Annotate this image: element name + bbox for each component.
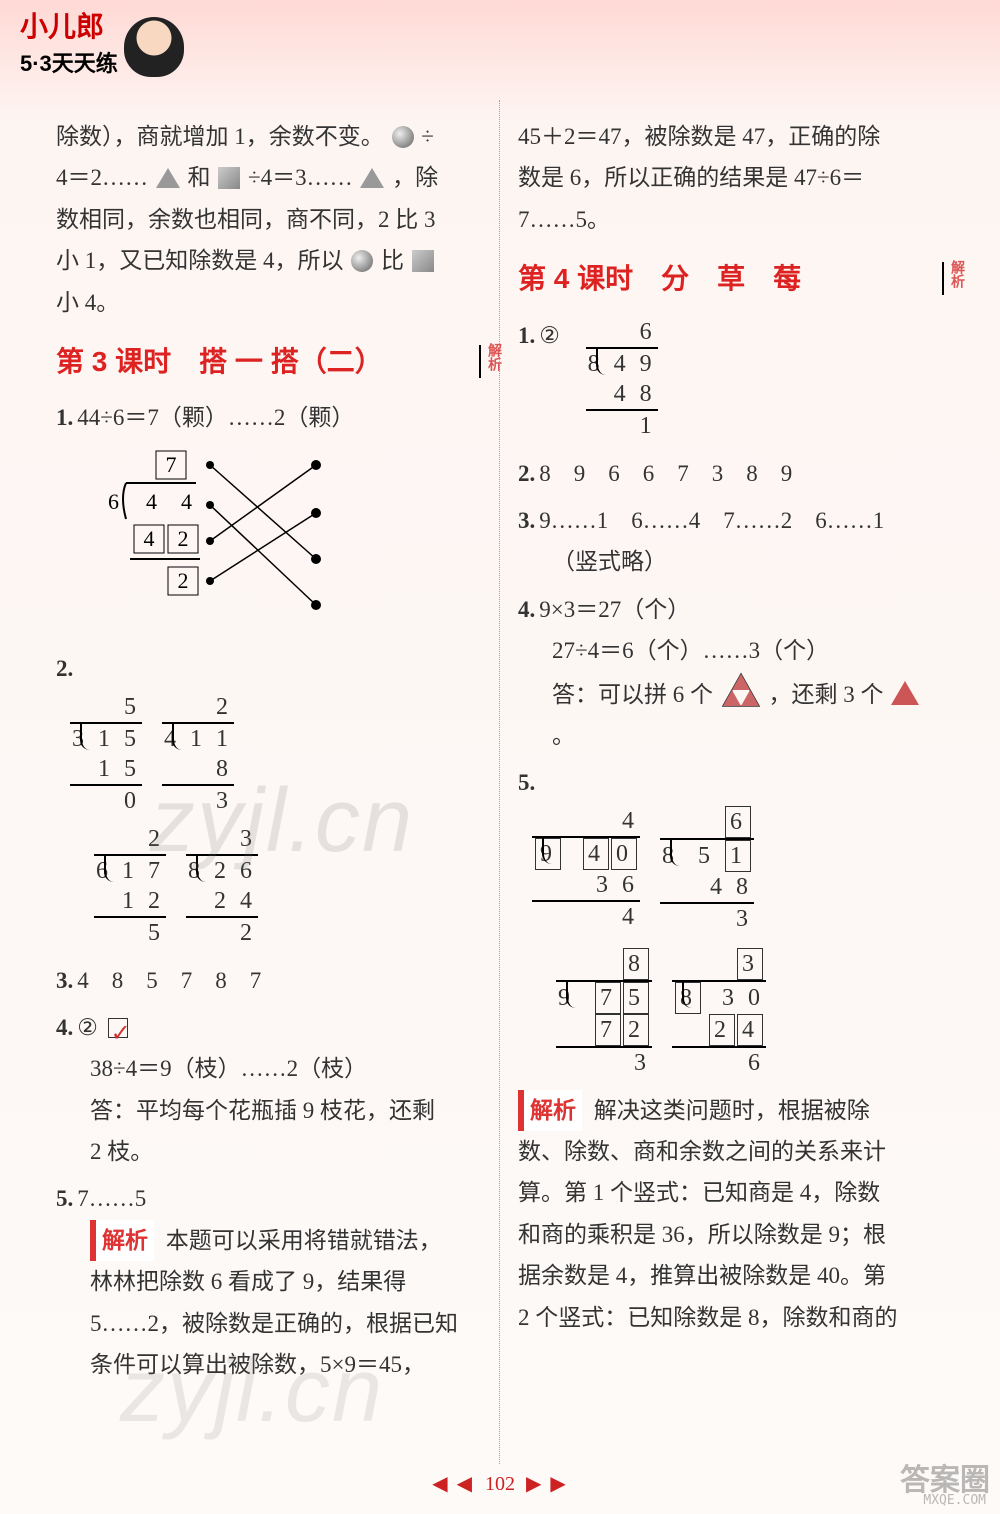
triangle-icon [360,168,384,188]
page-number: 102 [485,1473,515,1495]
lesson-3-title: 第 3 课时 搭 一 搭（二） 解析 [56,337,481,387]
svg-text:4: 4 [146,489,157,514]
r-q3: 3.9……1 6……4 7……2 6……1 （竖式略） [518,500,944,583]
arrow-left-icon: ◀ ◀ [432,1473,474,1495]
long-division: 6 8 5 1 4 8 3 [660,806,754,934]
lesson-4-title: 第 4 课时 分 草 莓 解析 [518,254,944,304]
long-division: 2 6 1 7 1 2 5 [94,824,166,948]
svg-text:4: 4 [181,489,192,514]
qr-label: 解析 [945,260,970,288]
long-division: 6 8 4 9 4 8 1 [586,317,658,441]
q5: 5.7……5 解析 本题可以采用将错就错法， 林林把除数 6 看成了 9，结果得… [56,1178,481,1385]
page-content: 除数），商就增加 1，余数不变。 ÷ 4＝2…… 和 ÷4＝3…… ，除 数相同… [38,100,962,1464]
red-triangle-icon [891,681,919,705]
triangle-icon [156,168,180,188]
q1-diagram: 7 6 4 4 4 2 2 [86,447,481,640]
right-column: 45＋2＝47，被除数是 47，正确的除 数是 6，所以正确的结果是 47÷6＝… [500,100,962,1464]
arrow-right-icon: ▶ ▶ [526,1473,568,1495]
square-icon [412,250,434,272]
continuation: 45＋2＝47，被除数是 47，正确的除 数是 6，所以正确的结果是 47÷6＝… [518,116,944,240]
r-q5: 5. 4 9 40 3 6 4 6 8 5 1 [518,762,944,1083]
brand-header: 小儿郎 5·3天天练 [20,10,184,83]
r-analysis: 解析 解决这类问题时，根据被除 数、除数、商和余数之间的关系来计 算。第 1 个… [518,1090,944,1338]
checkbox-icon: ✓ [108,1018,128,1038]
circle-icon [392,126,414,148]
compound-triangle-icon [721,672,761,708]
q4: 4.② ✓ 38÷4＝9（枝）……2（枝） 答：平均每个花瓶插 9 枝花，还剩 … [56,1007,481,1173]
intro-paragraph: 除数），商就增加 1，余数不变。 ÷ 4＝2…… 和 ÷4＝3…… ，除 数相同… [56,116,481,323]
page-footer: ◀ ◀ 102 ▶ ▶ [0,1466,1000,1502]
q3: 3.4 8 5 7 8 7 [56,960,481,1001]
qr-code-icon [942,262,944,295]
r-q1: 1.② 6 8 4 9 4 8 1 [518,315,944,447]
r-q2: 2.8 9 6 6 7 3 8 9 [518,453,944,494]
svg-text:2: 2 [178,526,189,551]
series-name: 5·3天天练 [20,44,118,84]
r-q4: 4.9×3＝27（个） 27÷4＝6（个）……3（个） 答：可以拼 6 个 ，还… [518,589,944,757]
analysis-tag: 解析 [518,1090,582,1131]
matching-diagram-svg: 7 6 4 4 4 2 2 [86,447,346,627]
left-column: 除数），商就增加 1，余数不变。 ÷ 4＝2…… 和 ÷4＝3…… ，除 数相同… [38,100,500,1464]
brand-name: 小儿郎 [20,10,118,44]
corner-url: MXQE.COM [923,1489,986,1512]
long-division: 2 4 1 1 8 3 [162,692,234,816]
q2: 2. 5 3 1 5 1 5 0 2 4 1 1 8 3 2 6 1 [56,648,481,953]
long-division: 5 3 1 5 1 5 0 [70,692,142,816]
long-division: 3 8 3 0 24 6 [672,948,766,1078]
long-division: 3 8 2 6 2 4 2 [186,824,258,948]
svg-text:7: 7 [166,452,177,477]
circle-icon [351,250,373,272]
q1: 1.44÷6＝7（颗）……2（颗） [56,397,481,438]
square-icon [218,167,240,189]
long-division: 4 9 40 3 6 4 [532,806,640,934]
svg-text:2: 2 [178,568,189,593]
analysis-tag: 解析 [90,1220,154,1261]
svg-text:6: 6 [108,489,119,514]
mascot-icon [124,17,184,77]
long-division: 8 9 75 72 3 [556,948,652,1078]
qr-code-icon [479,345,481,378]
qr-label: 解析 [482,343,507,371]
svg-text:4: 4 [144,526,155,551]
